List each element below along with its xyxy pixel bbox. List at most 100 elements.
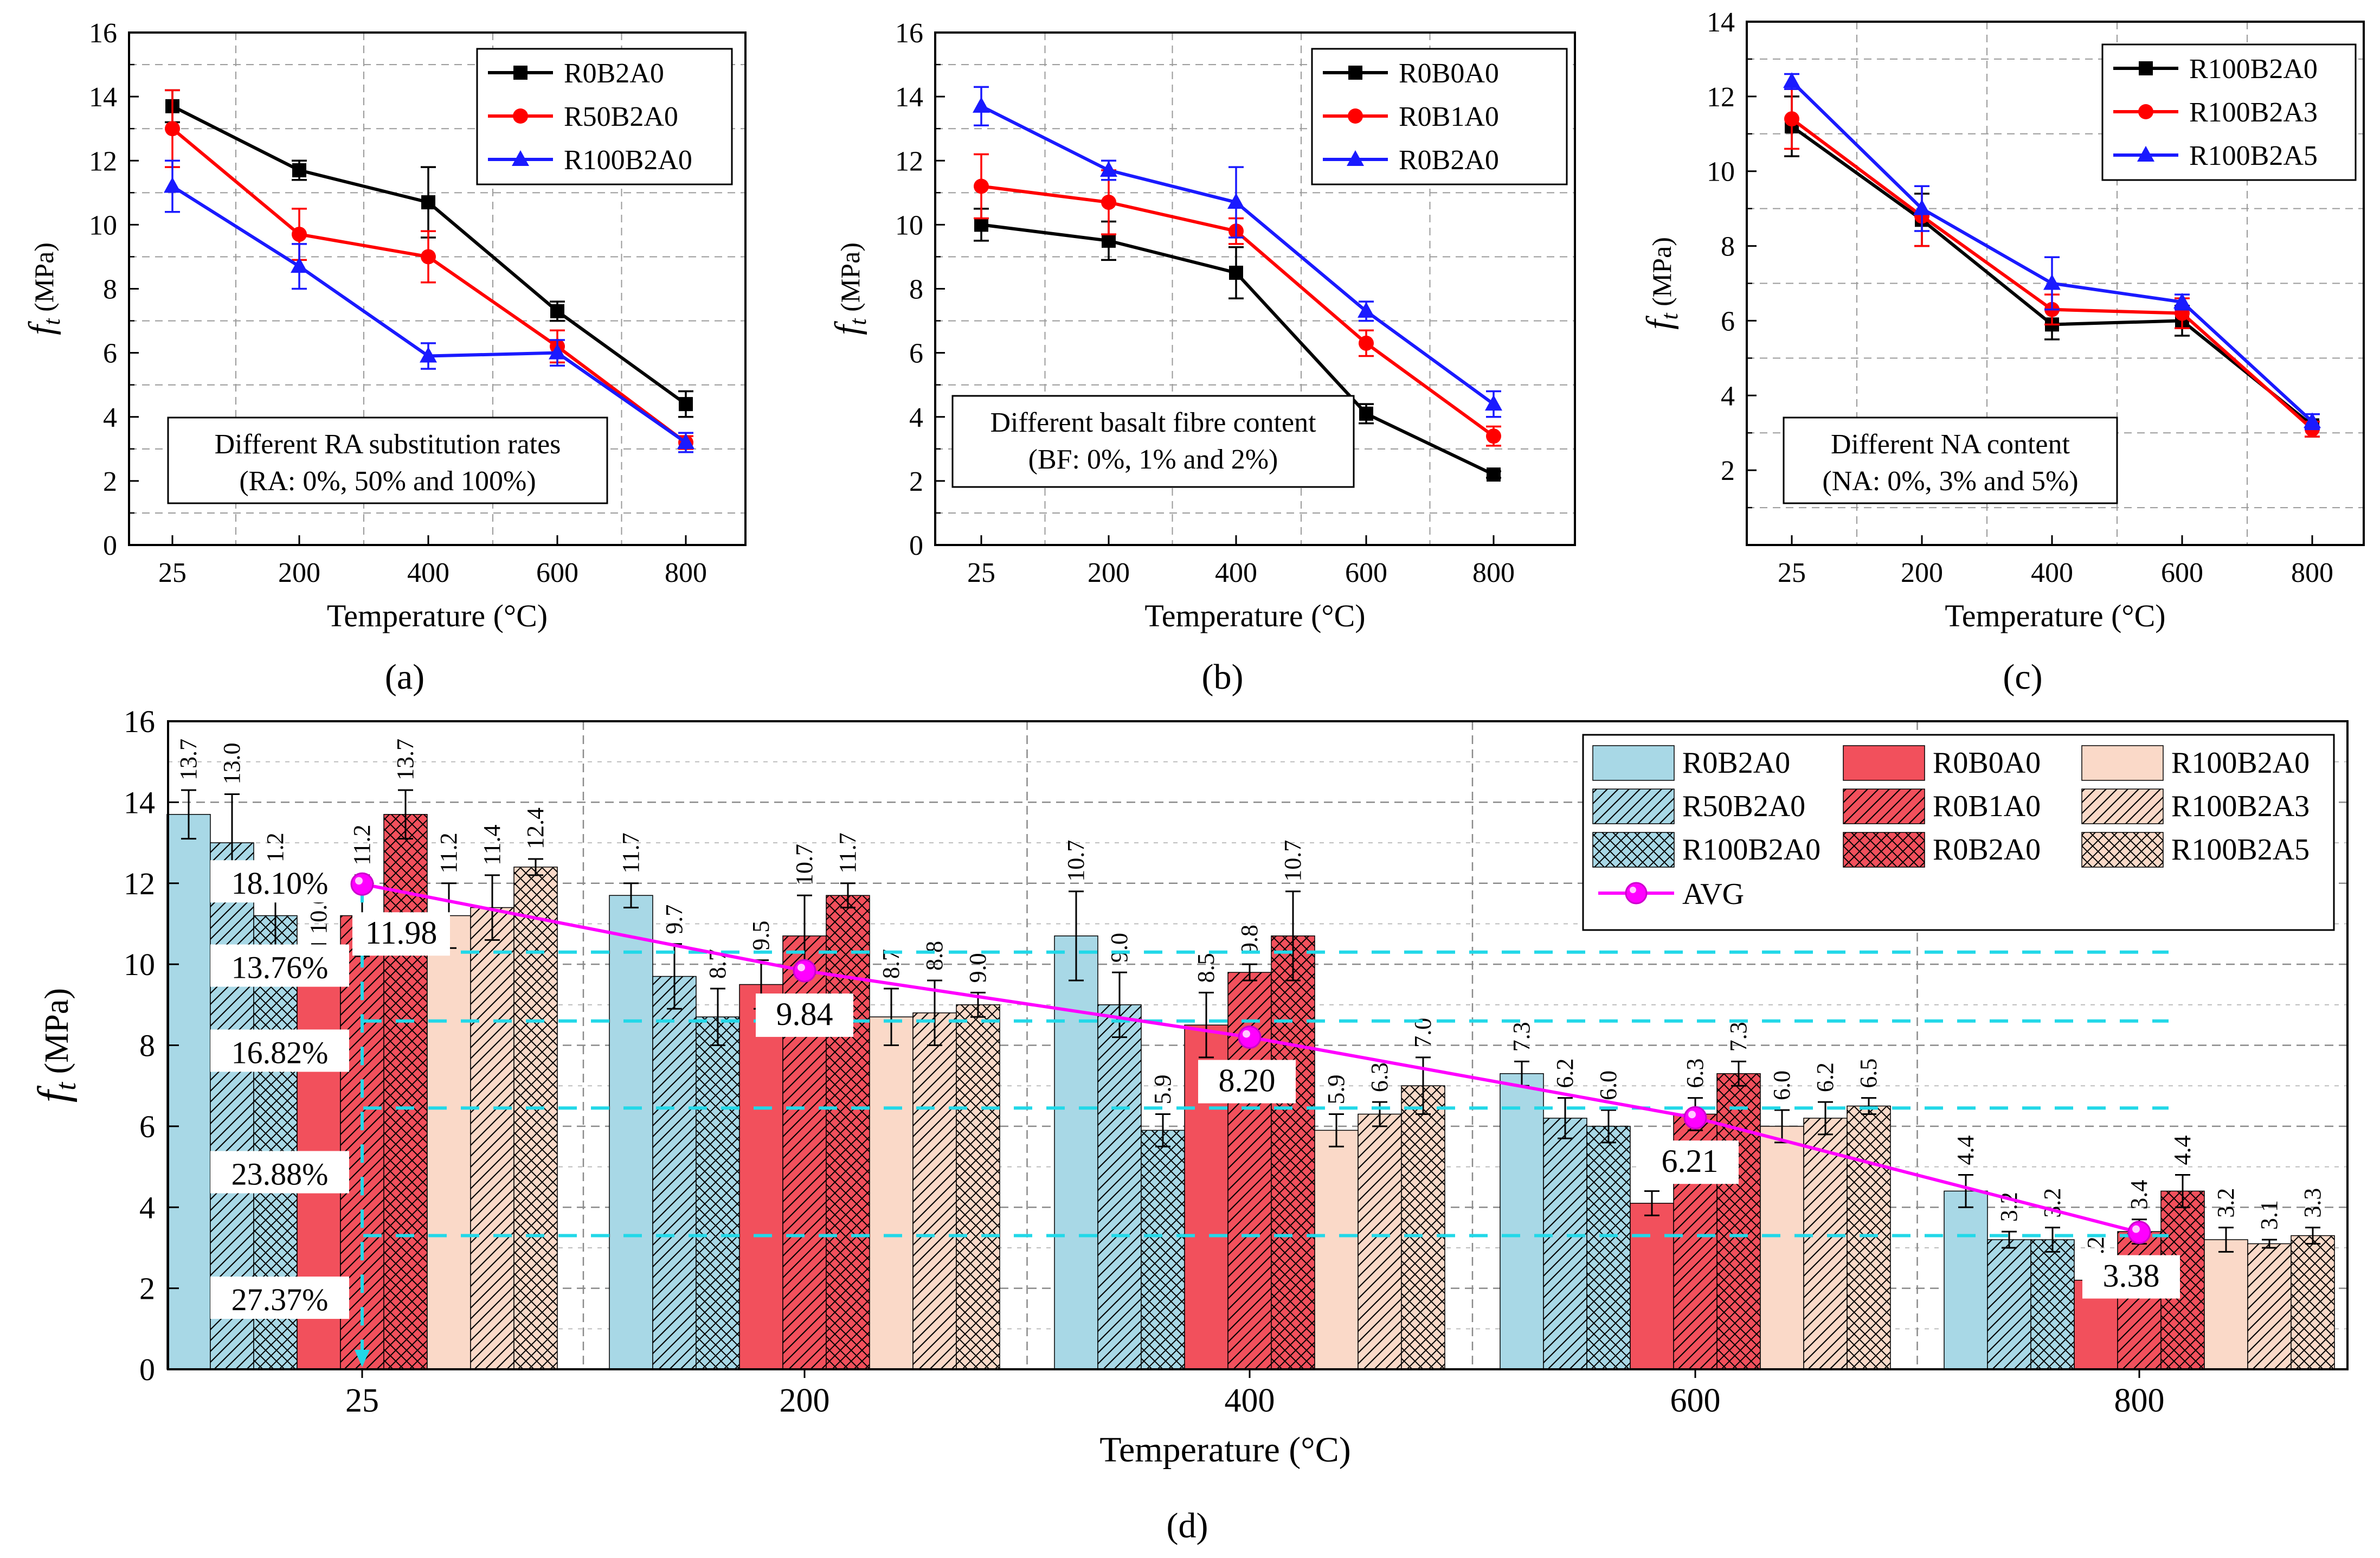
bar-group-item: 3.4 bbox=[2117, 1180, 2162, 1370]
annotation-box bbox=[167, 416, 608, 504]
panel-c-chart: 2 4 6 8 10 12 14 25 200 400 600 800 Different NA co… bbox=[1639, 7, 2365, 697]
legend-item-R100B2A3: R100B2A3 bbox=[2081, 788, 2310, 824]
legend-label: R0B2A0 bbox=[1682, 746, 1790, 780]
x-tick-label: 200 bbox=[780, 1382, 830, 1419]
y-tick-label: 6 bbox=[909, 338, 923, 369]
percentage-label-group: 27.37% bbox=[210, 1277, 349, 1319]
marker-square bbox=[974, 217, 988, 232]
bar-group-item: 11.4 bbox=[470, 824, 514, 1370]
y-tick-label: 4 bbox=[139, 1190, 155, 1225]
data-point bbox=[421, 230, 436, 284]
avg-value-label: 9.84 bbox=[776, 996, 833, 1032]
bar-group-item: 12.4 bbox=[513, 807, 558, 1370]
avg-point: 11.98 bbox=[350, 872, 450, 956]
marker-triangle bbox=[549, 343, 566, 360]
x-tick-label: 25 bbox=[345, 1382, 379, 1419]
panel-a-y-axis-label: ft (MPa) bbox=[22, 242, 65, 335]
marker-circle bbox=[421, 249, 436, 265]
data-point bbox=[1486, 467, 1501, 482]
data-point bbox=[549, 339, 566, 367]
avg-marker bbox=[1238, 1025, 1262, 1049]
bar-value-label: 11.7 bbox=[617, 832, 644, 873]
avg-label-bg bbox=[2082, 1255, 2180, 1299]
percentage-label-group: 23.88% bbox=[210, 1151, 349, 1194]
x-tick-label: 25 bbox=[967, 557, 995, 588]
annotation-line-2: (BF: 0%, 1% and 2%) bbox=[1028, 444, 1278, 475]
annotation-line-1: Different RA substitution rates bbox=[215, 429, 561, 460]
legend-marker-circle bbox=[1348, 108, 1363, 124]
legend-marker-circle bbox=[513, 108, 528, 124]
panel-a-series bbox=[164, 89, 694, 453]
avg-label-bg bbox=[1198, 1060, 1296, 1104]
bar-group-item: 4.1 bbox=[1630, 1151, 1674, 1370]
legend-label: AVG bbox=[1682, 877, 1744, 911]
x-tick-label: 800 bbox=[665, 557, 707, 588]
bar-value-label: 12.4 bbox=[522, 807, 549, 849]
marker-triangle bbox=[1227, 193, 1245, 209]
legend-swatch-pattern bbox=[1843, 832, 1925, 867]
bar-group-item: 9.5 bbox=[739, 921, 783, 1370]
bar-value-label: 7.3 bbox=[1508, 1022, 1535, 1052]
panel-b-y-axis-label: ft (MPa) bbox=[828, 242, 871, 335]
percentage-label: 27.37% bbox=[231, 1282, 329, 1317]
legend-item-R100B2A0: R100B2A0 bbox=[2081, 745, 2310, 781]
y-tick-label: 6 bbox=[139, 1109, 155, 1144]
percentage-label-bg bbox=[210, 1029, 349, 1072]
legend-item-R0B0A0: R0B0A0 bbox=[1323, 58, 1499, 89]
legend-marker-circle bbox=[2138, 104, 2153, 119]
marker-square bbox=[679, 397, 693, 412]
y-tick-label: 6 bbox=[1721, 306, 1735, 337]
marker-square bbox=[292, 163, 306, 177]
data-point bbox=[678, 390, 693, 418]
data-point bbox=[550, 300, 565, 322]
bar-group-item: 6.3 bbox=[1673, 1059, 1718, 1370]
data-point bbox=[1358, 300, 1375, 322]
panel-d-legend: R0B2A0 R50B2A0 R100B2A0 R0B0A0 R0B1A0 R0B2A0 R… bbox=[1582, 734, 2335, 931]
y-tick-label: 2 bbox=[139, 1271, 155, 1306]
bar-R100B2A0-25 bbox=[427, 915, 471, 1370]
legend-label: R50B2A0 bbox=[564, 101, 678, 132]
legend-swatch-pattern bbox=[2082, 832, 2163, 867]
legend-item-R50B2A0: R50B2A0 bbox=[1592, 788, 1805, 824]
y-tick-label: 16 bbox=[89, 18, 117, 49]
panel-d-reference-lines: 18.10% 13.76% 16.82% 23.88% 27.37% bbox=[210, 860, 2169, 1367]
bar-value-label: 11.2 bbox=[349, 824, 375, 865]
data-point bbox=[1359, 403, 1374, 425]
legend-label: R0B1A0 bbox=[1399, 101, 1499, 132]
percentage-label-group: 18.10% bbox=[210, 860, 349, 903]
bar-group-item: 13.7 bbox=[383, 739, 428, 1370]
panel-d-y-axis-label: ft (MPa) bbox=[30, 988, 82, 1102]
panel-b-chart: 0 2 4 6 8 10 12 14 16 25 200 400 600 800 Different ba… bbox=[828, 18, 1576, 697]
data-point bbox=[164, 159, 181, 213]
x-tick-label: 200 bbox=[1088, 557, 1130, 588]
legend-item-R0B1A0: R0B1A0 bbox=[1323, 101, 1499, 132]
marker-square bbox=[1487, 467, 1501, 482]
y-tick-label: 0 bbox=[103, 530, 117, 561]
legend-label: R100B2A0 bbox=[2171, 746, 2310, 780]
annotation-line-2: (NA: 0%, 3% and 5%) bbox=[1822, 466, 2078, 497]
bar-group-item: 11.7 bbox=[609, 832, 653, 1370]
bar-pattern bbox=[1358, 1114, 1401, 1369]
bar-group-item: 8.8 bbox=[912, 941, 957, 1370]
bar-pattern bbox=[2031, 1240, 2074, 1369]
panel-a-label: (a) bbox=[385, 657, 424, 697]
avg-marker-highlight bbox=[1243, 1030, 1250, 1038]
panel-d-label: (d) bbox=[1167, 1506, 1208, 1546]
bar-value-label: 7.0 bbox=[1410, 1018, 1436, 1048]
data-point bbox=[421, 166, 436, 239]
bar-value-label: 13.7 bbox=[392, 739, 419, 780]
bar-pattern bbox=[913, 1012, 956, 1369]
marker-circle bbox=[292, 227, 307, 242]
marker-triangle bbox=[420, 347, 437, 363]
y-tick-label: 14 bbox=[124, 785, 155, 820]
marker-triangle bbox=[2043, 274, 2061, 290]
bar-value-label: 6.2 bbox=[1812, 1062, 1838, 1092]
percentage-label: 16.82% bbox=[231, 1035, 329, 1070]
data-point bbox=[291, 243, 308, 290]
panel-c-label: (c) bbox=[2003, 657, 2042, 697]
x-tick-label: 800 bbox=[2114, 1382, 2165, 1419]
bar-pattern bbox=[826, 895, 870, 1369]
bar-value-label: 5.9 bbox=[1323, 1074, 1349, 1104]
bar-pattern bbox=[2291, 1235, 2334, 1369]
bar-group-item: 7.3 bbox=[1716, 1022, 1761, 1370]
